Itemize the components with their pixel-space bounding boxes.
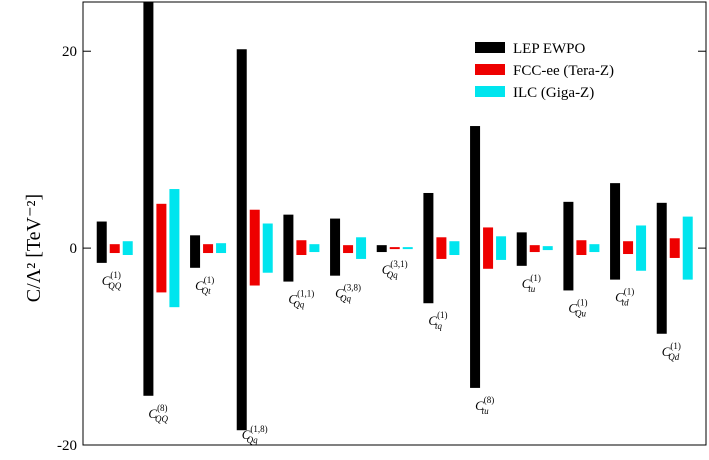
bar-ilc-giga-z (542, 246, 553, 251)
bar-fcc-ee-tera-z (529, 245, 540, 253)
category-label: C(1) tu (522, 273, 541, 294)
bar-ilc-giga-z (449, 241, 460, 256)
bar-fcc-ee-tera-z (296, 240, 307, 256)
bar-fcc-ee-tera-z (156, 203, 167, 293)
bar-ilc-giga-z (636, 225, 647, 271)
bar-lep-ewpo (610, 183, 621, 280)
bar-lep-ewpo (470, 126, 481, 388)
bar-ilc-giga-z (169, 189, 180, 308)
y-tick-label: 0 (70, 241, 78, 257)
category-label: C(1) td (615, 287, 634, 308)
legend-swatch (475, 64, 505, 75)
y-tick-label: -20 (57, 438, 77, 454)
bar-ilc-giga-z (216, 243, 227, 254)
bar-ilc-giga-z (682, 216, 693, 280)
bar-fcc-ee-tera-z (483, 227, 494, 269)
category-label: C(3,1) Qq (382, 259, 408, 280)
bar-lep-ewpo (563, 201, 574, 291)
category-label: C(1) Qt (195, 275, 214, 296)
bar-fcc-ee-tera-z (436, 237, 447, 259)
category-label: C(1) QQ (102, 270, 122, 291)
bar-fcc-ee-tera-z (203, 244, 214, 254)
category-label: C(8) QQ (148, 403, 168, 424)
bar-lep-ewpo (376, 245, 387, 253)
bar-ilc-giga-z (496, 236, 507, 260)
bar-ilc-giga-z (402, 247, 413, 250)
plot-border (82, 1, 707, 446)
category-label: C(1) tq (428, 310, 447, 331)
bar-lep-ewpo (656, 202, 667, 334)
bar-lep-ewpo (96, 221, 107, 263)
y-axis-label: C/Λ² [TeV⁻²] (23, 194, 45, 302)
legend-label: LEP EWPO (513, 41, 586, 57)
y-tick-label: 20 (62, 44, 77, 60)
category-label: C(1,1) Qq (288, 289, 314, 310)
category-labels: C(1) QQ C(8) QQ C(1) Qt C(1,8) Qq C(1,1) Qq C(3,8)… (102, 259, 681, 445)
category-label: C(8) tu (475, 395, 494, 416)
bar-ilc-giga-z (262, 223, 273, 273)
bar-ilc-giga-z (309, 244, 320, 253)
legend-label: FCC-ee (Tera-Z) (513, 63, 614, 79)
bar-fcc-ee-tera-z (669, 238, 680, 258)
bar-fcc-ee-tera-z (623, 241, 634, 255)
bar-ilc-giga-z (589, 244, 600, 253)
bar-fcc-ee-tera-z (389, 247, 400, 250)
legend-swatch (475, 86, 505, 97)
y-ticks: -20 0 20 (57, 44, 706, 454)
bar-fcc-ee-tera-z (343, 245, 354, 254)
bar-fcc-ee-tera-z (576, 240, 587, 256)
bar-lep-ewpo (190, 235, 201, 268)
bar-ilc-giga-z (122, 241, 133, 256)
bars-group (96, 2, 693, 431)
category-label: C(3,8) Qq (335, 283, 361, 304)
bar-lep-ewpo (283, 214, 294, 282)
legend: LEP EWPO FCC-ee (Tera-Z) ILC (Giga-Z) (475, 41, 614, 101)
plot-frame (82, 1, 707, 446)
bar-lep-ewpo (330, 218, 341, 276)
bar-lep-ewpo (143, 2, 154, 396)
legend-label: ILC (Giga-Z) (513, 85, 594, 101)
category-label: C(1) Qu (568, 297, 587, 318)
bar-fcc-ee-tera-z (249, 209, 260, 286)
category-label: C(1) Qd (662, 341, 681, 362)
legend-swatch (475, 42, 505, 53)
bar-lep-ewpo (423, 192, 434, 304)
bar-lep-ewpo (516, 232, 527, 266)
category-label: C(1,8) Qq (242, 424, 268, 445)
bar-fcc-ee-tera-z (109, 244, 120, 254)
bar-ilc-giga-z (356, 237, 367, 259)
bar-lep-ewpo (236, 49, 247, 431)
